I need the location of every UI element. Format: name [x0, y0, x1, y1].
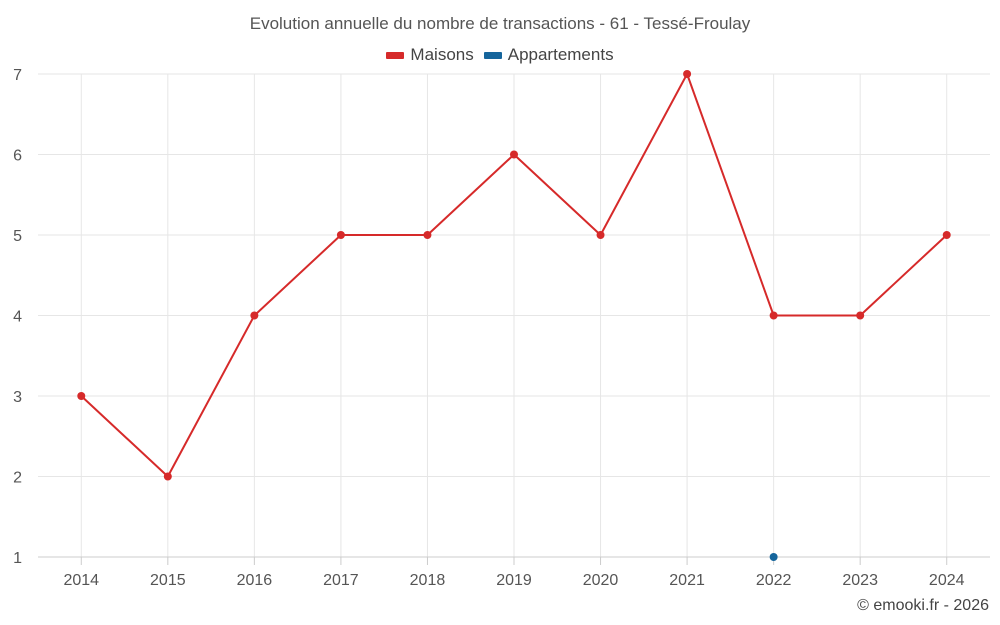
axes: 1 2 3 4 5 6 7 2014 2015 2016 2017 2018 2019 2020 2021 2… [13, 67, 990, 589]
legend-item-appartements[interactable]: Appartements [483, 45, 614, 65]
data-point-maisons [856, 311, 865, 320]
series [77, 70, 951, 561]
legend-label-appartements: Appartements [507, 45, 614, 64]
chart-title: Evolution annuelle du nombre de transact… [249, 14, 751, 33]
x-tick-label: 2024 [929, 572, 965, 589]
y-tick-label: 1 [13, 550, 22, 567]
x-tick-label: 2014 [63, 572, 99, 589]
y-tick-label: 3 [13, 389, 22, 406]
data-point-maisons [683, 70, 692, 78]
x-tick-label: 2015 [150, 572, 186, 589]
y-tick-label: 6 [13, 148, 22, 165]
data-point-maisons [163, 472, 172, 481]
y-tick-label: 7 [13, 67, 22, 84]
x-tick-label: 2022 [756, 572, 792, 589]
data-point-maisons [336, 231, 345, 239]
data-point-appartements [769, 553, 778, 561]
data-point-maisons [769, 311, 778, 320]
x-tick-label: 2020 [583, 572, 619, 589]
legend-swatch-appartements [483, 51, 502, 59]
data-point-maisons [942, 231, 951, 239]
data-point-maisons [77, 392, 86, 400]
data-point-maisons [250, 311, 259, 320]
x-tick-label: 2016 [237, 572, 273, 589]
data-point-maisons [596, 231, 605, 239]
legend-label-maisons: Maisons [410, 45, 474, 64]
legend-item-maisons[interactable]: Maisons [386, 45, 474, 65]
x-tick-label: 2018 [410, 572, 446, 589]
legend-swatch-maisons [386, 51, 405, 59]
credit-text: © emooki.fr - 2026 [857, 597, 989, 614]
data-point-maisons [510, 150, 518, 159]
x-tick-label: 2021 [669, 572, 705, 589]
y-tick-label: 4 [13, 309, 22, 326]
y-tick-label: 5 [13, 228, 22, 245]
x-tick-label: 2017 [323, 572, 359, 589]
data-point-maisons [423, 231, 432, 239]
y-tick-label: 2 [13, 470, 22, 487]
legend: Maisons Appartements [0, 45, 1000, 65]
x-tick-label: 2023 [842, 572, 878, 589]
x-tick-label: 2019 [496, 572, 532, 589]
